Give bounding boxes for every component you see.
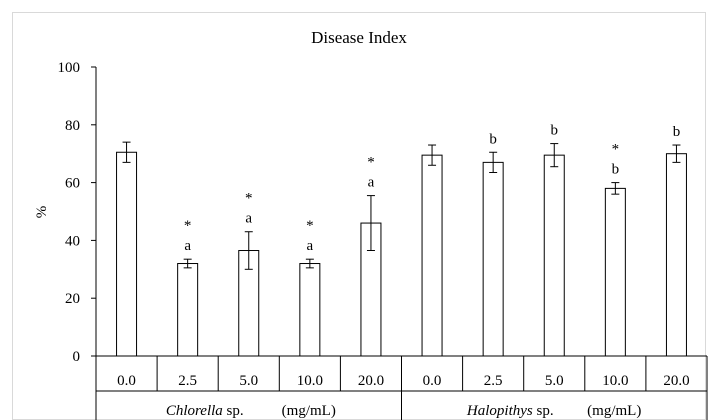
bar xyxy=(116,151,138,357)
group-unit-label: (mg/mL) xyxy=(282,403,336,419)
significance-star: * xyxy=(245,191,253,207)
bar xyxy=(543,154,565,357)
significance-star: * xyxy=(612,142,620,158)
bar xyxy=(421,154,443,357)
x-tick-label: 0.0 xyxy=(117,373,136,389)
significance-letter: b xyxy=(673,124,681,140)
significance-letter: b xyxy=(612,162,620,178)
x-tick-label: 0.0 xyxy=(423,373,442,389)
plot-area: 0 20 40 60 80 100 0.0 a * 2.5 a * 5.0 a * 10.0 a * 20.0 Chl… xyxy=(58,60,708,420)
significance-letter: a xyxy=(307,238,314,254)
y-tick-label: 80 xyxy=(65,118,80,134)
significance-star: * xyxy=(184,218,192,234)
bar xyxy=(665,153,687,357)
y-axis-label: % xyxy=(34,206,50,219)
chart-title: Disease Index xyxy=(311,28,407,47)
x-tick-label: 2.5 xyxy=(178,373,197,389)
x-tick-label: 5.0 xyxy=(239,373,258,389)
significance-letter: b xyxy=(489,131,497,147)
significance-letter: a xyxy=(184,238,191,254)
y-tick-label: 0 xyxy=(73,349,81,365)
significance-letter: a xyxy=(368,175,375,191)
y-tick-label: 20 xyxy=(65,291,80,307)
group-label: Chlorella sp. xyxy=(166,403,244,419)
significance-letter: a xyxy=(245,211,252,227)
significance-star: * xyxy=(367,155,375,171)
bar xyxy=(604,187,626,357)
significance-star: * xyxy=(306,218,314,234)
bar xyxy=(299,263,321,357)
significance-letter: b xyxy=(551,123,559,139)
y-tick-label: 60 xyxy=(65,176,80,192)
group-unit-label: (mg/mL) xyxy=(587,403,641,419)
x-tick-label: 10.0 xyxy=(297,373,323,389)
x-tick-label: 10.0 xyxy=(602,373,628,389)
group-label: Halopithys sp. xyxy=(466,403,554,419)
x-tick-label: 20.0 xyxy=(358,373,384,389)
x-tick-label: 20.0 xyxy=(663,373,689,389)
y-tick-label: 100 xyxy=(58,60,81,76)
x-tick-label: 5.0 xyxy=(545,373,564,389)
x-tick-label: 2.5 xyxy=(484,373,503,389)
bar xyxy=(482,161,504,357)
y-tick-label: 40 xyxy=(65,233,80,249)
bar xyxy=(177,263,199,357)
